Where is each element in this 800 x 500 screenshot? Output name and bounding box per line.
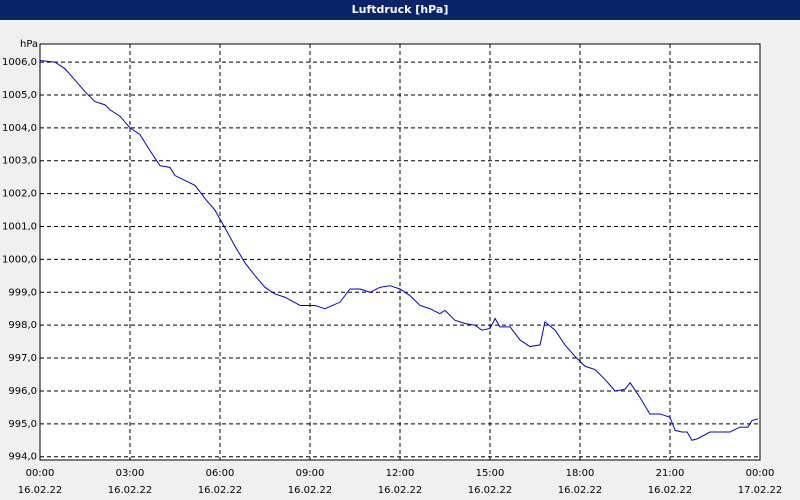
y-tick-label: 1005,0 — [2, 90, 37, 101]
x-tick-date: 17.02.22 — [738, 485, 783, 496]
chart: hPa 994,0 995,0 996,0 997,0 998,0 999,0 1000,0… — [2, 39, 783, 496]
y-tick-label: 995,0 — [8, 419, 37, 430]
x-tick-date: 16.02.22 — [558, 485, 603, 496]
x-tick-label: 00:00 — [746, 468, 775, 479]
y-unit: hPa — [20, 39, 38, 50]
y-tick-label: 1001,0 — [2, 222, 37, 233]
x-tick-date: 16.02.22 — [648, 485, 693, 496]
y-tick-label: 996,0 — [8, 386, 37, 397]
x-tick-date: 16.02.22 — [18, 485, 63, 496]
x-tick-date: 16.02.22 — [468, 485, 513, 496]
y-tick-label: 1003,0 — [2, 156, 37, 167]
x-tick-label: 09:00 — [296, 468, 325, 479]
window-title: Luftdruck [hPa] — [0, 0, 800, 20]
x-tick-label: 12:00 — [386, 468, 415, 479]
pressure-line — [39, 59, 759, 441]
x-tick-date: 16.02.22 — [108, 485, 153, 496]
x-tick-label: 03:00 — [116, 468, 145, 479]
y-tick-label: 1002,0 — [2, 189, 37, 200]
x-tick-date: 16.02.22 — [288, 485, 333, 496]
x-tick-date: 16.02.22 — [378, 485, 423, 496]
y-tick-label: 1006,0 — [2, 57, 37, 68]
y-tick-label: 997,0 — [8, 353, 37, 364]
x-tick-label: 21:00 — [656, 468, 685, 479]
x-tick-label: 15:00 — [476, 468, 505, 479]
y-tick-label: 1004,0 — [2, 123, 37, 134]
y-tick-label: 994,0 — [8, 452, 37, 463]
y-tick-label: 999,0 — [8, 287, 37, 298]
y-tick-label: 1000,0 — [2, 254, 37, 265]
x-tick-label: 18:00 — [566, 468, 595, 479]
y-tick-label: 998,0 — [8, 320, 37, 331]
x-tick-date: 16.02.22 — [198, 485, 243, 496]
x-tick-label: 00:00 — [26, 468, 55, 479]
x-tick-label: 06:00 — [206, 468, 235, 479]
